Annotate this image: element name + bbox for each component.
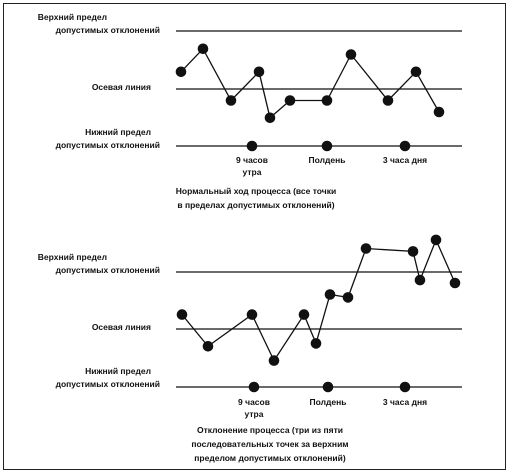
data-point-3 <box>246 309 258 320</box>
lower-limit-label-line2: допустимых отклонений <box>56 379 160 389</box>
process-points <box>176 234 461 366</box>
data-point-3 <box>225 95 237 106</box>
data-point-4 <box>253 66 265 78</box>
data-point-8 <box>342 292 354 303</box>
data-point-7 <box>324 289 336 300</box>
data-point-2 <box>197 43 209 55</box>
time-marker-label: 9 часов <box>238 397 270 407</box>
time-marker-label: Полдень <box>309 155 346 165</box>
time-marker-dot <box>399 140 411 152</box>
time-marker-label: утра <box>245 409 264 419</box>
data-point-8 <box>345 49 357 60</box>
time-markers: 9 часов утра Полдень 3 часа дня <box>236 140 427 177</box>
data-point-12 <box>430 234 442 246</box>
data-point-5 <box>298 309 310 320</box>
data-point-7 <box>321 95 333 106</box>
data-point-6 <box>310 338 322 349</box>
time-marker-dot <box>246 140 258 152</box>
caption-line2: в пределах допустимых отклонений) <box>177 200 334 210</box>
data-point-5 <box>264 112 276 124</box>
time-marker-label: утра <box>243 167 262 177</box>
data-point-6 <box>284 95 296 106</box>
time-marker-label: 9 часов <box>236 155 268 165</box>
process-points <box>175 43 445 124</box>
data-point-11 <box>414 274 426 286</box>
process-series-line <box>180 47 440 119</box>
time-marker-dot <box>321 140 333 152</box>
time-marker-label: Полдень <box>310 397 347 407</box>
chart-2: Верхний предел допустимых отклонений Осе… <box>38 234 462 463</box>
lower-limit-label-line1: Нижний предел <box>85 127 151 137</box>
center-line-label: Осевая линия <box>92 322 151 332</box>
time-marker-label: 3 часа дня <box>383 155 427 165</box>
time-marker-dot <box>322 381 334 393</box>
time-marker-dot <box>248 381 260 393</box>
caption-line3: пределом допустимых отклонений) <box>194 453 346 463</box>
lower-limit-label-line2: допустимых отклонений <box>56 140 160 150</box>
time-marker-label: 3 часа дня <box>383 397 427 407</box>
data-point-10 <box>410 66 422 78</box>
center-line-label: Осевая линия <box>92 82 151 92</box>
data-point-1 <box>175 66 187 78</box>
chart-1: Верхний предел допустимых отклонений Осе… <box>38 12 462 210</box>
upper-limit-label-line1: Верхний предел <box>38 12 107 22</box>
data-point-10 <box>407 246 419 257</box>
time-marker-dot <box>399 381 411 393</box>
data-point-9 <box>382 95 394 106</box>
time-markers: 9 часов утра Полдень 3 часа дня <box>238 381 427 419</box>
caption-line2: последовательных точек за верхним <box>191 439 348 449</box>
upper-limit-label-line2: допустимых отклонений <box>56 265 160 275</box>
caption-line1: Нормальный ход процесса (все точки <box>176 186 336 196</box>
upper-limit-label-line2: допустимых отклонений <box>56 25 160 35</box>
caption-line1: Отклонение процесса (три из пяти <box>197 425 343 435</box>
data-point-11 <box>433 106 445 118</box>
data-point-1 <box>176 309 188 320</box>
upper-limit-label-line1: Верхний предел <box>38 252 107 262</box>
lower-limit-label-line1: Нижний предел <box>85 366 151 376</box>
data-point-2 <box>202 341 214 352</box>
data-point-9 <box>360 243 372 254</box>
data-point-4 <box>268 355 280 366</box>
figure-frame <box>3 3 506 470</box>
data-point-13 <box>449 277 461 289</box>
